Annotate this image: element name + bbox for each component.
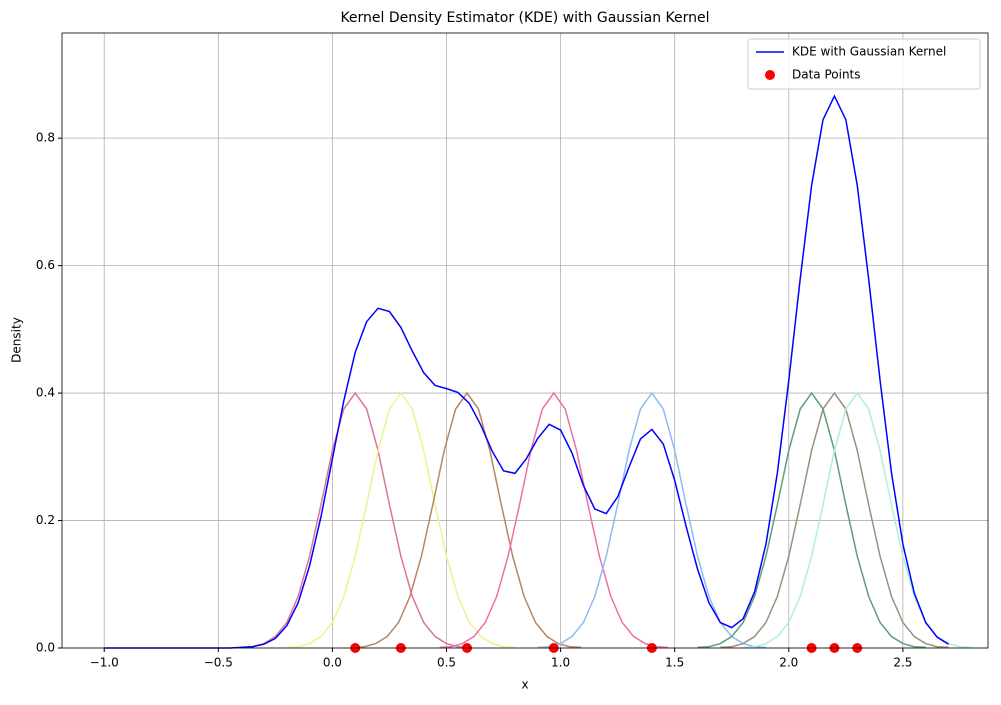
legend-label: Data Points <box>792 68 861 82</box>
y-tick-label: 0.4 <box>36 386 55 400</box>
y-tick-label: 0.2 <box>36 513 55 527</box>
kernel-curve <box>697 391 926 649</box>
x-tick-label: 0.0 <box>323 656 342 670</box>
kernel-curve <box>720 391 949 649</box>
kernel-curve <box>352 391 582 649</box>
kernel-curve <box>241 391 470 649</box>
x-tick-label: 2.0 <box>779 656 798 670</box>
y-tick-label: 0.0 <box>36 641 55 655</box>
y-tick-label: 0.8 <box>36 131 55 145</box>
legend-label: KDE with Gaussian Kernel <box>792 45 946 59</box>
x-tick-label: −1.0 <box>90 656 119 670</box>
y-tick-label: 0.6 <box>36 258 55 272</box>
x-axis-label: x <box>521 678 528 692</box>
x-tick-label: 2.5 <box>893 656 912 670</box>
plot-frame <box>61 32 989 649</box>
x-tick-label: −0.5 <box>204 656 233 670</box>
legend-swatch <box>765 70 775 80</box>
kernel-curve <box>537 391 767 649</box>
kernel-curve <box>439 391 668 649</box>
x-tick-label: 1.5 <box>665 656 684 670</box>
x-tick-label: 0.5 <box>437 656 456 670</box>
legend-box <box>747 38 981 90</box>
y-axis-label: Density <box>10 317 24 363</box>
kde-line <box>104 94 949 649</box>
chart-title: Kernel Density Estimator (KDE) with Gaus… <box>340 10 709 26</box>
x-tick-label: 1.0 <box>551 656 570 670</box>
